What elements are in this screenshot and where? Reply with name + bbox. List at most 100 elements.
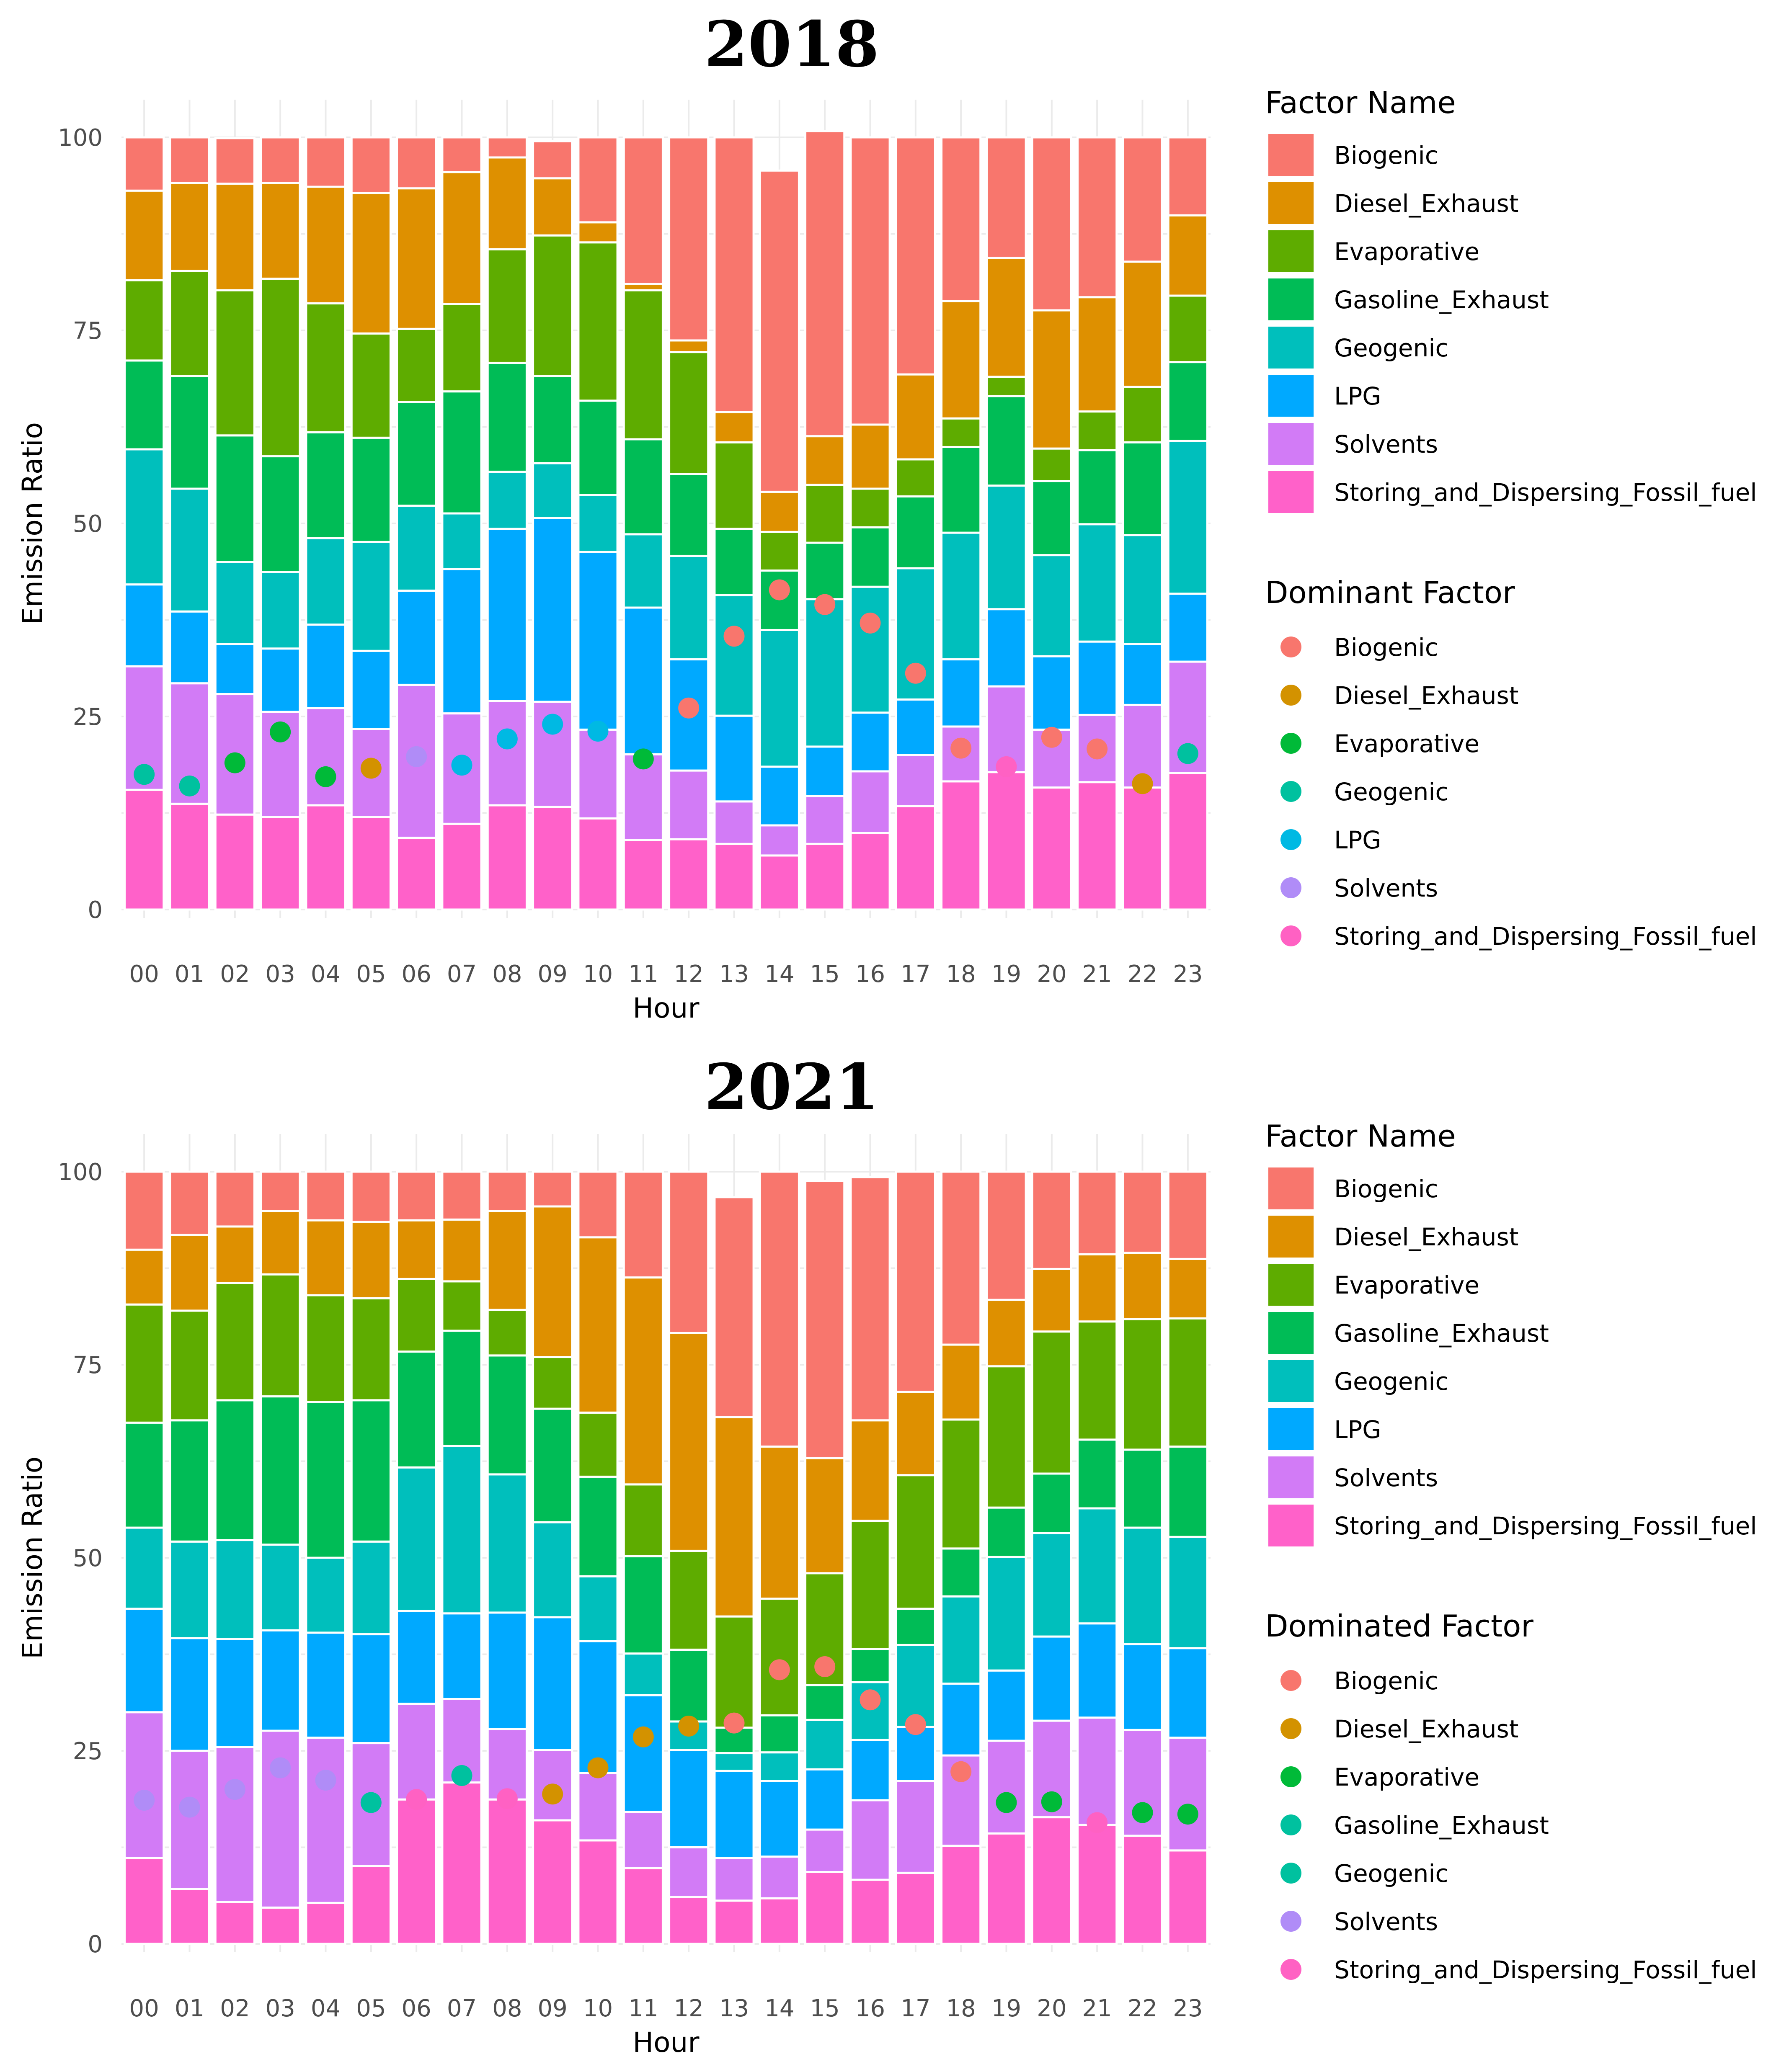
- bar-segment-diesel-exhaust: [305, 186, 346, 304]
- dominant-point-diesel-exhaust: [1132, 773, 1153, 794]
- bar-segment-geogenic: [986, 484, 1027, 611]
- dominant-point-biogenic: [723, 626, 745, 647]
- bar-segment-lpg: [622, 1694, 664, 1813]
- bar-segment-diesel-exhaust: [940, 300, 982, 420]
- x-tick-label: 23: [1173, 1995, 1203, 2022]
- bar-stack-01: [169, 136, 210, 911]
- dominant-point-diesel-exhaust: [542, 1783, 563, 1805]
- bar-segment-evaporative: [1167, 1317, 1208, 1448]
- x-tick-label: 22: [1128, 961, 1157, 988]
- x-tick-label: 02: [220, 1995, 250, 2022]
- legend-label: Evaporative: [1334, 1271, 1479, 1299]
- bar-segment-geogenic: [759, 1751, 800, 1782]
- bar-segment-solvents: [577, 1772, 619, 1842]
- bar-segment-diesel-exhaust: [713, 411, 755, 443]
- bar-segment-gasoline-exhaust: [532, 1407, 573, 1523]
- bar-segment-gasoline-exhaust: [940, 1547, 982, 1598]
- bar-segment-gasoline-exhaust: [986, 1506, 1027, 1558]
- legend-key: [1280, 1911, 1301, 1932]
- x-tick-label: 16: [855, 961, 885, 988]
- bar-segment-diesel-exhaust: [350, 192, 392, 335]
- dominant-point-biogenic: [814, 594, 836, 615]
- bar-segment-storing-and-dispersing-fossil-fuel: [1076, 1824, 1118, 1945]
- legend-key: [1280, 1670, 1301, 1691]
- bar-segment-solvents: [849, 1799, 891, 1881]
- bar-segment-lpg: [804, 1768, 846, 1831]
- bar-stack-20: [1031, 136, 1072, 911]
- dominant-point-evaporative: [224, 752, 245, 773]
- y-tick-label: 50: [73, 1545, 103, 1572]
- bar-segment-geogenic: [441, 1445, 483, 1615]
- bar-segment-evaporative: [1076, 1320, 1118, 1441]
- bar-segment-biogenic: [940, 1170, 982, 1346]
- bar-segment-lpg: [986, 608, 1027, 688]
- bar-segment-lpg: [305, 624, 346, 709]
- y-tick-label: 25: [73, 704, 103, 731]
- dominant-point-geogenic: [1177, 743, 1198, 764]
- dominant-point-biogenic: [860, 1689, 881, 1711]
- dominant-point-biogenic: [1087, 738, 1108, 760]
- bar-segment-biogenic: [350, 1170, 392, 1223]
- bar-segment-storing-and-dispersing-fossil-fuel: [260, 816, 301, 911]
- bar-segment-biogenic: [713, 1196, 755, 1418]
- legend-key: [1280, 1718, 1301, 1739]
- bar-segment-gasoline-exhaust: [986, 395, 1027, 487]
- legend-key: [1268, 1408, 1314, 1450]
- bar-segment-evaporative: [940, 1418, 982, 1550]
- bar-segment-solvents: [486, 700, 528, 807]
- bar-segment-storing-and-dispersing-fossil-fuel: [260, 1906, 301, 1945]
- bar-segment-geogenic: [1031, 1532, 1072, 1638]
- bar-segment-gasoline-exhaust: [532, 375, 573, 464]
- legend-key: [1268, 1312, 1314, 1354]
- bar-segment-storing-and-dispersing-fossil-fuel: [305, 804, 346, 911]
- bar-segment-diesel-exhaust: [396, 1219, 437, 1280]
- bar-segment-diesel-exhaust: [940, 1343, 982, 1421]
- bar-segment-diesel-exhaust: [804, 1457, 846, 1575]
- bar-stack-08: [486, 136, 528, 911]
- bar-stack-11: [622, 136, 664, 911]
- bar-stack-04: [305, 1170, 346, 1945]
- bar-segment-diesel-exhaust: [124, 189, 165, 281]
- bar-segment-biogenic: [940, 136, 982, 302]
- bar-segment-biogenic: [713, 136, 755, 413]
- dominant-point-biogenic: [1041, 727, 1062, 748]
- legend-factor-name: Factor Name Biogenic Diesel_Exhaust Evapora…: [1265, 85, 1757, 513]
- bar-segment-evaporative: [169, 1309, 210, 1422]
- chart-title: 2021: [704, 1050, 879, 1124]
- bar-segment-storing-and-dispersing-fossil-fuel: [622, 839, 664, 911]
- bar-segment-diesel-exhaust: [1031, 1268, 1072, 1333]
- bar-segment-storing-and-dispersing-fossil-fuel: [895, 1871, 936, 1945]
- bar-segment-geogenic: [1031, 554, 1072, 657]
- legend-key: [1280, 1814, 1301, 1835]
- x-tick-label: 03: [266, 1995, 295, 2022]
- bar-segment-lpg: [1167, 1647, 1208, 1739]
- bar-segment-storing-and-dispersing-fossil-fuel: [1122, 786, 1163, 911]
- bar-stack-19: [986, 1170, 1027, 1945]
- bar-segment-solvents: [260, 1729, 301, 1909]
- bar-segment-lpg: [214, 1638, 256, 1748]
- dominant-point-diesel-exhaust: [587, 1757, 609, 1778]
- legend-label: Solvents: [1334, 1907, 1438, 1936]
- bar-segment-solvents: [986, 1740, 1027, 1835]
- legend-factor-name: Factor Name Biogenic Diesel_Exhaust Evapora…: [1265, 1118, 1757, 1546]
- bar-segment-evaporative: [1122, 1318, 1163, 1451]
- legend-key: [1280, 733, 1301, 754]
- x-tick-label: 04: [311, 961, 341, 988]
- dominant-point-lpg: [587, 721, 609, 742]
- legend-dominant-factor: Dominant Factor Biogenic Diesel_Exhaust Eva…: [1265, 575, 1757, 951]
- bar-segment-evaporative: [1167, 294, 1208, 363]
- bar-segment-diesel-exhaust: [260, 1210, 301, 1276]
- dominant-point-gasoline-exhaust: [360, 1792, 382, 1813]
- bar-segment-evaporative: [1122, 386, 1163, 443]
- dominant-point-evaporative: [996, 1792, 1017, 1813]
- bar-segment-storing-and-dispersing-fossil-fuel: [713, 1899, 755, 1945]
- bar-segment-evaporative: [759, 1598, 800, 1716]
- bar-segment-diesel-exhaust: [1167, 214, 1208, 297]
- bar-segment-evaporative: [1031, 447, 1072, 482]
- x-tick-label: 10: [583, 1995, 613, 2022]
- bar-segment-diesel-exhaust: [986, 257, 1027, 378]
- dominant-point-solvents: [179, 1796, 200, 1818]
- dominant-point-biogenic: [769, 579, 790, 600]
- bar-segment-geogenic: [486, 470, 528, 530]
- bar-segment-diesel-exhaust: [214, 183, 256, 291]
